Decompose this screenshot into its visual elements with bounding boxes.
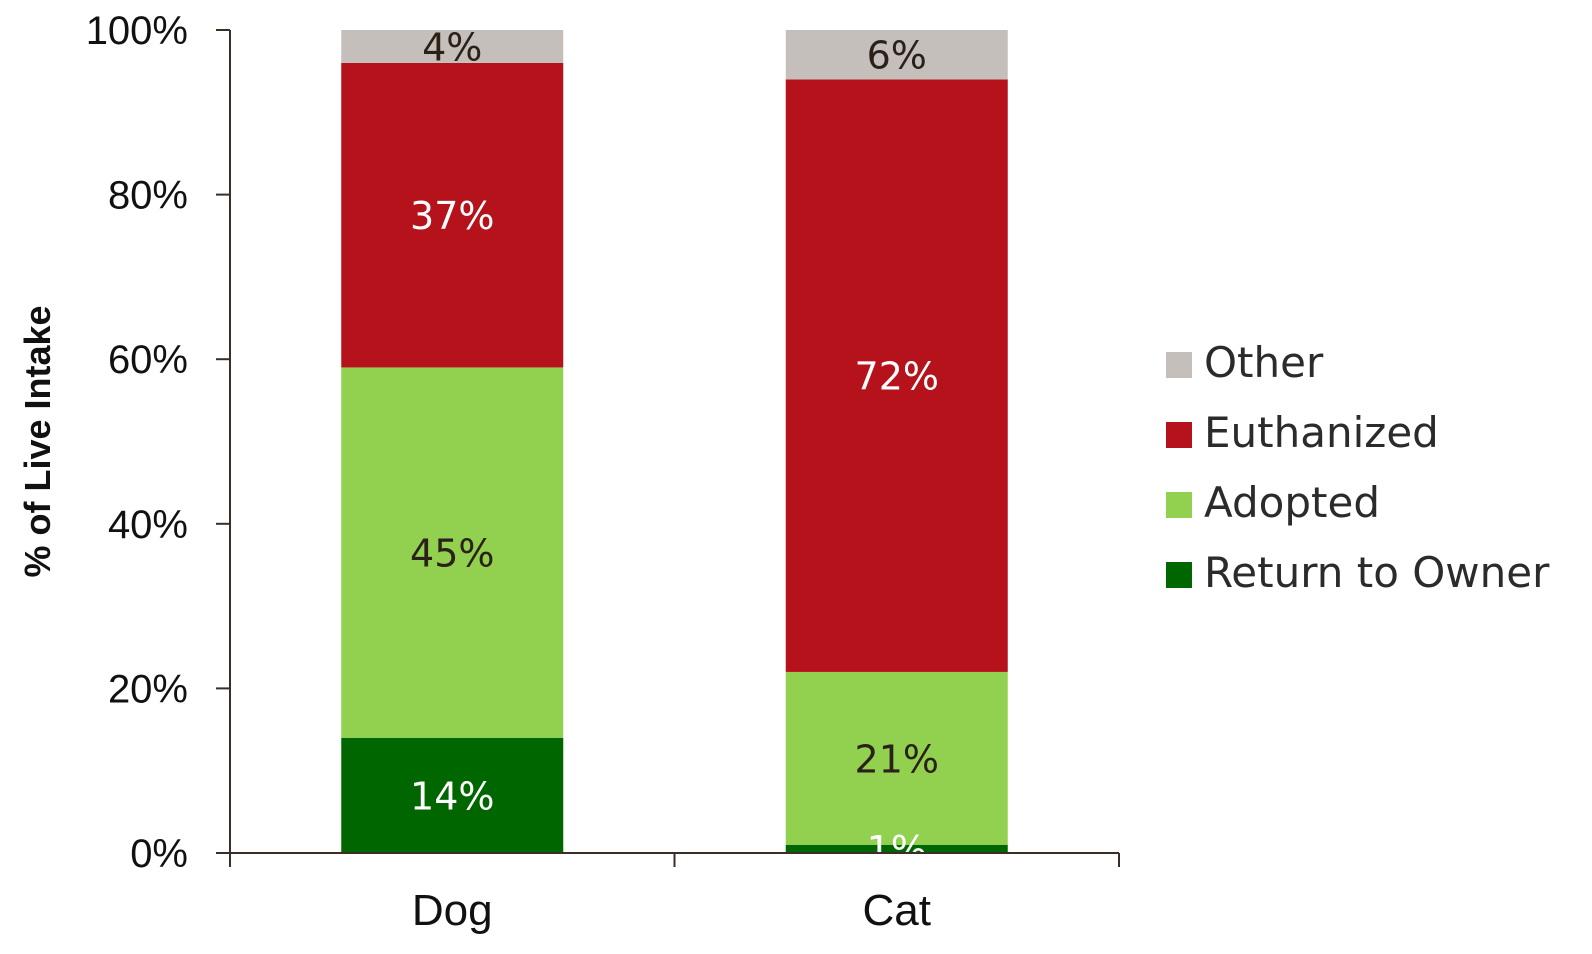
legend-swatch (1166, 562, 1192, 588)
x-category-label: Cat (863, 886, 931, 935)
y-axis-title: % of Live Intake (17, 305, 58, 577)
x-category-label: Dog (412, 886, 493, 935)
bar-data-label: 45% (410, 532, 494, 576)
y-tick-label: 40% (108, 503, 188, 547)
y-tick-label: 100% (86, 9, 188, 53)
legend-swatch (1166, 352, 1192, 378)
y-ticks-layer: 0% 20% 40% 60% 80% 100% (86, 9, 230, 876)
y-tick-label: 60% (108, 338, 188, 382)
bar-data-label: 21% (855, 737, 939, 781)
legend-label: Adopted (1204, 478, 1380, 527)
bar-data-label: 14% (410, 774, 494, 818)
legend: Other Euthanized Adopted Return to Owner (1166, 338, 1550, 597)
legend-swatch (1166, 492, 1192, 518)
legend-label: Other (1204, 338, 1324, 387)
bar-data-label: 6% (867, 34, 927, 78)
legend-label: Euthanized (1204, 408, 1439, 457)
bars-layer (341, 30, 1008, 853)
legend-label: Return to Owner (1204, 548, 1550, 597)
bar-data-label: 72% (855, 355, 939, 399)
bar-data-label: 4% (422, 25, 482, 69)
legend-swatch (1166, 422, 1192, 448)
x-ticks-layer: Dog Cat (230, 853, 1119, 935)
y-tick-label: 80% (108, 174, 188, 218)
bar-data-label: 37% (410, 194, 494, 238)
bar-data-label: 1% (867, 828, 927, 872)
y-tick-label: 0% (130, 832, 188, 876)
y-tick-label: 20% (108, 667, 188, 711)
